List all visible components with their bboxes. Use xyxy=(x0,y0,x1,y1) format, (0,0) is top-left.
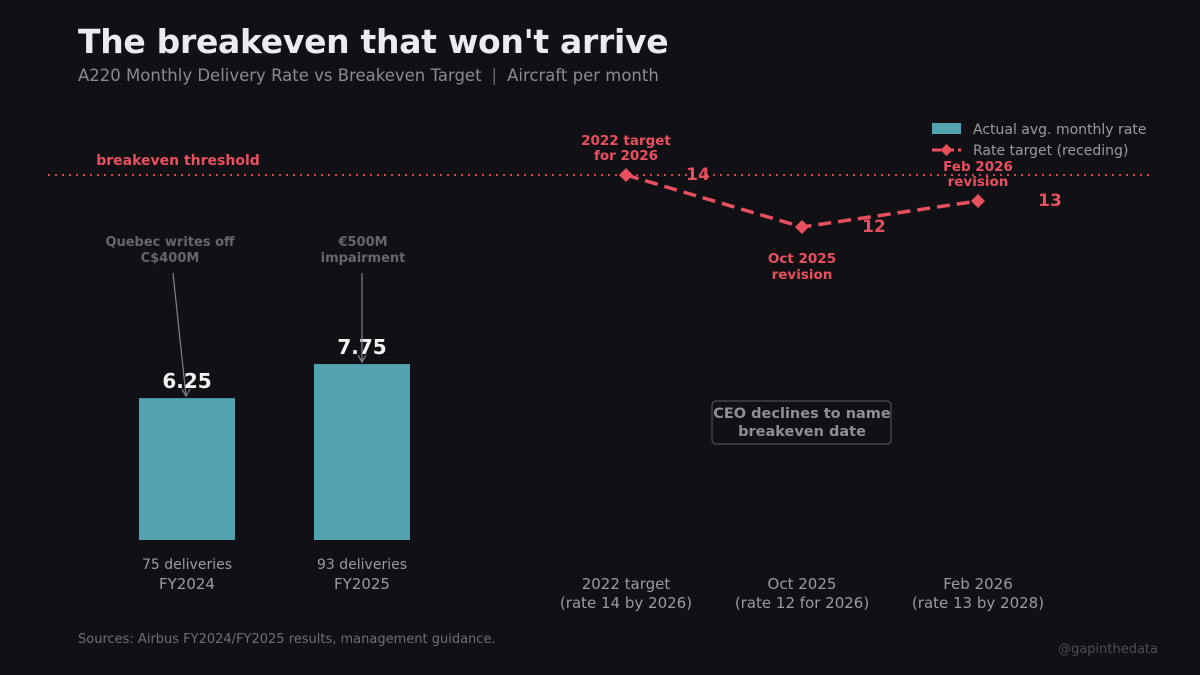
annotation-line1-fy2025: €500M xyxy=(337,235,387,250)
callout-line1: CEO declines to name xyxy=(713,406,891,422)
callout-line2: breakeven date xyxy=(738,424,866,440)
annotation-arrowhead-fy2025 xyxy=(357,354,367,364)
target-marker-2022-target xyxy=(619,168,633,182)
source-note: Sources: Airbus FY2024/FY2025 results, m… xyxy=(78,632,496,647)
bar-fy2024 xyxy=(139,398,235,540)
subtitle-unit: Aircraft per month xyxy=(507,66,659,85)
legend-label-target: Rate target (receding) xyxy=(973,143,1128,159)
deliveries-label-fy2024: 75 deliveries xyxy=(142,557,232,573)
x-tick-detail-feb-2026: (rate 13 by 2028) xyxy=(912,594,1044,612)
chart-subtitle: A220 Monthly Delivery Rate vs Breakeven … xyxy=(78,66,659,85)
subtitle-separator: | xyxy=(491,66,498,85)
x-tick-oct-2025: Oct 2025 xyxy=(768,575,837,593)
x-tick-detail-2022-target: (rate 14 by 2026) xyxy=(560,594,692,612)
breakeven-threshold-label: breakeven threshold xyxy=(96,153,260,169)
x-tick-fy2024: FY2024 xyxy=(159,575,215,593)
legend-swatch-target-marker xyxy=(940,144,953,156)
target-point-label1-2022-target: 2022 target xyxy=(581,133,671,149)
x-tick-detail-oct-2025: (rate 12 for 2026) xyxy=(735,594,869,612)
bar-fy2025 xyxy=(314,364,410,540)
x-tick-fy2025: FY2025 xyxy=(334,575,390,593)
annotation-line2-fy2024: C$400M xyxy=(141,251,200,266)
target-rate-label-feb-2026: 13 xyxy=(1038,191,1062,211)
annotation-arrow-fy2024 xyxy=(172,272,187,397)
target-point-label2-feb-2026: revision xyxy=(948,174,1009,190)
annotation-line1-fy2024: Quebec writes off xyxy=(105,235,235,250)
target-rate-label-oct-2025: 12 xyxy=(862,217,886,237)
target-marker-oct-2025 xyxy=(795,220,809,234)
bar-value-label-fy2024: 6.25 xyxy=(162,369,211,393)
target-marker-feb-2026 xyxy=(971,194,985,208)
x-tick-2022-target: 2022 target xyxy=(582,575,671,593)
target-point-label1-feb-2026: Feb 2026 xyxy=(943,159,1013,175)
annotation-line2-fy2025: impairment xyxy=(321,251,406,266)
chart-title: The breakeven that won't arrive xyxy=(78,22,669,61)
target-point-label1-oct-2025: Oct 2025 xyxy=(768,251,836,267)
credit-handle: @gapinthedata xyxy=(1058,642,1158,657)
annotation-arrowhead-fy2024 xyxy=(181,388,191,398)
deliveries-label-fy2025: 93 deliveries xyxy=(317,557,407,573)
target-point-label2-oct-2025: revision xyxy=(772,267,833,283)
subtitle-main: A220 Monthly Delivery Rate vs Breakeven … xyxy=(78,66,482,85)
target-rate-label-2022-target: 14 xyxy=(686,165,710,185)
legend-label-actual: Actual avg. monthly rate xyxy=(973,122,1146,138)
callout-box xyxy=(711,400,892,445)
target-point-label2-2022-target: for 2026 xyxy=(594,148,658,164)
x-tick-feb-2026: Feb 2026 xyxy=(943,575,1013,593)
legend-swatch-bar xyxy=(932,123,961,134)
target-series-line xyxy=(625,173,979,229)
